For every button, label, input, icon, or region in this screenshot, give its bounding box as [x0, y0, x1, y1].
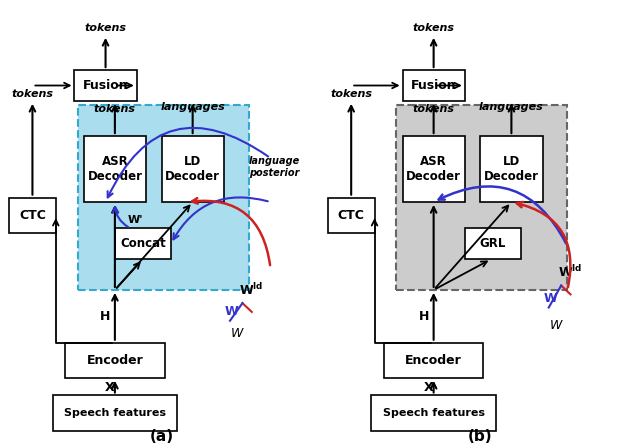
- FancyBboxPatch shape: [9, 198, 56, 233]
- Text: X: X: [424, 381, 434, 394]
- Text: tokens: tokens: [330, 89, 372, 99]
- Text: ASR
Decoder: ASR Decoder: [88, 155, 142, 183]
- Text: CTC: CTC: [19, 209, 46, 222]
- Text: $W$: $W$: [548, 319, 563, 332]
- FancyBboxPatch shape: [396, 105, 568, 290]
- Text: language
posterior: language posterior: [249, 156, 300, 178]
- Text: (b): (b): [468, 429, 493, 444]
- FancyBboxPatch shape: [77, 105, 249, 290]
- FancyBboxPatch shape: [403, 136, 465, 202]
- Text: Fusion: Fusion: [411, 79, 456, 92]
- FancyBboxPatch shape: [403, 70, 465, 101]
- Text: H: H: [100, 310, 111, 323]
- Text: languages: languages: [160, 102, 225, 112]
- FancyBboxPatch shape: [371, 396, 496, 431]
- Text: tokens: tokens: [12, 89, 54, 99]
- Text: $\mathbf{W}^{\mathbf{ld}}$: $\mathbf{W}^{\mathbf{ld}}$: [558, 264, 582, 280]
- Text: Encoder: Encoder: [405, 354, 462, 367]
- Text: CTC: CTC: [338, 209, 365, 222]
- FancyBboxPatch shape: [115, 228, 171, 259]
- FancyBboxPatch shape: [84, 136, 146, 202]
- Text: tokens: tokens: [413, 23, 454, 33]
- Text: $\mathbf{W}$: $\mathbf{W}$: [224, 306, 239, 319]
- Text: Encoder: Encoder: [86, 354, 143, 367]
- FancyBboxPatch shape: [465, 228, 521, 259]
- Text: GRL: GRL: [479, 237, 506, 250]
- Text: Concat: Concat: [120, 237, 166, 250]
- FancyBboxPatch shape: [65, 343, 164, 378]
- Text: LD
Decoder: LD Decoder: [165, 155, 220, 183]
- Text: (a): (a): [150, 429, 173, 444]
- Text: ASR
Decoder: ASR Decoder: [406, 155, 461, 183]
- Text: LD
Decoder: LD Decoder: [484, 155, 539, 183]
- Text: Fusion: Fusion: [83, 79, 129, 92]
- Text: X: X: [105, 381, 115, 394]
- Text: $W$: $W$: [230, 327, 244, 340]
- FancyBboxPatch shape: [328, 198, 374, 233]
- Text: Speech features: Speech features: [383, 408, 484, 418]
- Text: W': W': [127, 215, 143, 224]
- Text: $\mathbf{W}$: $\mathbf{W}$: [543, 292, 558, 305]
- FancyBboxPatch shape: [74, 70, 137, 101]
- Text: tokens: tokens: [413, 104, 454, 114]
- Text: H: H: [419, 310, 429, 323]
- FancyBboxPatch shape: [161, 136, 224, 202]
- Text: tokens: tokens: [84, 23, 127, 33]
- Text: tokens: tokens: [94, 104, 136, 114]
- FancyBboxPatch shape: [52, 396, 177, 431]
- Text: languages: languages: [479, 102, 544, 112]
- Text: $\mathbf{W}^{\mathbf{ld}}$: $\mathbf{W}^{\mathbf{ld}}$: [239, 282, 264, 298]
- FancyBboxPatch shape: [384, 343, 483, 378]
- Text: Speech features: Speech features: [64, 408, 166, 418]
- FancyBboxPatch shape: [480, 136, 543, 202]
